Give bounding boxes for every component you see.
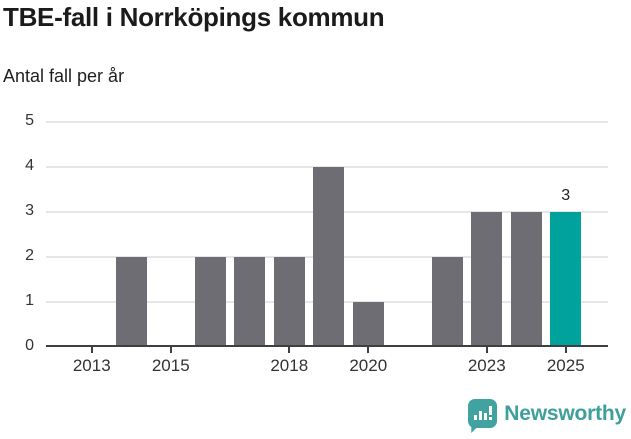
x-tick-label-2018: 2018 (270, 356, 309, 375)
logo-exclamation-bar (489, 406, 493, 415)
logo-bar-2 (479, 411, 483, 420)
chart-title: TBE-fall i Norrköpings kommun (3, 2, 385, 32)
x-tick-2015 (169, 347, 172, 353)
bar-2023 (471, 212, 503, 347)
bar-2020 (352, 302, 384, 347)
y-tick-label-2: 2 (25, 247, 34, 264)
x-tick-label-2013: 2013 (72, 356, 111, 375)
x-tick-2025 (564, 347, 567, 353)
bar-2025 (550, 212, 582, 347)
newsworthy-logo-icon (468, 399, 498, 428)
x-axis-line (46, 345, 608, 347)
y-axis-labels: 0 1 2 3 4 5 (0, 112, 34, 354)
logo-bar-3 (484, 413, 488, 420)
bar-2019 (313, 167, 345, 347)
logo-bar-1 (474, 415, 478, 420)
bar-2016 (194, 257, 226, 347)
brand-footer: Newsworthy (468, 399, 626, 428)
bar-2018 (273, 257, 305, 347)
x-tick-2020 (367, 347, 370, 353)
y-tick-label-5: 5 (25, 112, 34, 129)
x-tick-label-2023: 2023 (467, 356, 506, 375)
bar-2022 (431, 257, 463, 347)
x-tick-label-2020: 2020 (349, 356, 388, 375)
chart-subtitle: Antal fall per år (3, 66, 125, 86)
plot-area: 3 (46, 121, 608, 353)
brand-name: Newsworthy (504, 401, 626, 425)
bar-2017 (234, 257, 266, 347)
y-tick-label-3: 3 (25, 202, 34, 219)
bar-2024 (510, 212, 542, 347)
bar-value-label: 3 (561, 187, 571, 204)
x-tick-2013 (90, 347, 93, 353)
gridline-5 (46, 121, 608, 123)
y-tick-label-1: 1 (25, 292, 34, 309)
x-tick-2018 (288, 347, 291, 353)
x-tick-label-2015: 2015 (151, 356, 190, 375)
x-axis-labels: 2013 2015 2018 2020 2023 2025 (46, 356, 608, 380)
y-tick-label-4: 4 (25, 157, 34, 174)
y-tick-label-0: 0 (25, 337, 34, 354)
x-tick-2023 (485, 347, 488, 353)
bar-2014 (115, 257, 147, 347)
x-tick-label-2025: 2025 (546, 356, 585, 375)
logo-exclamation-dot (489, 417, 493, 420)
